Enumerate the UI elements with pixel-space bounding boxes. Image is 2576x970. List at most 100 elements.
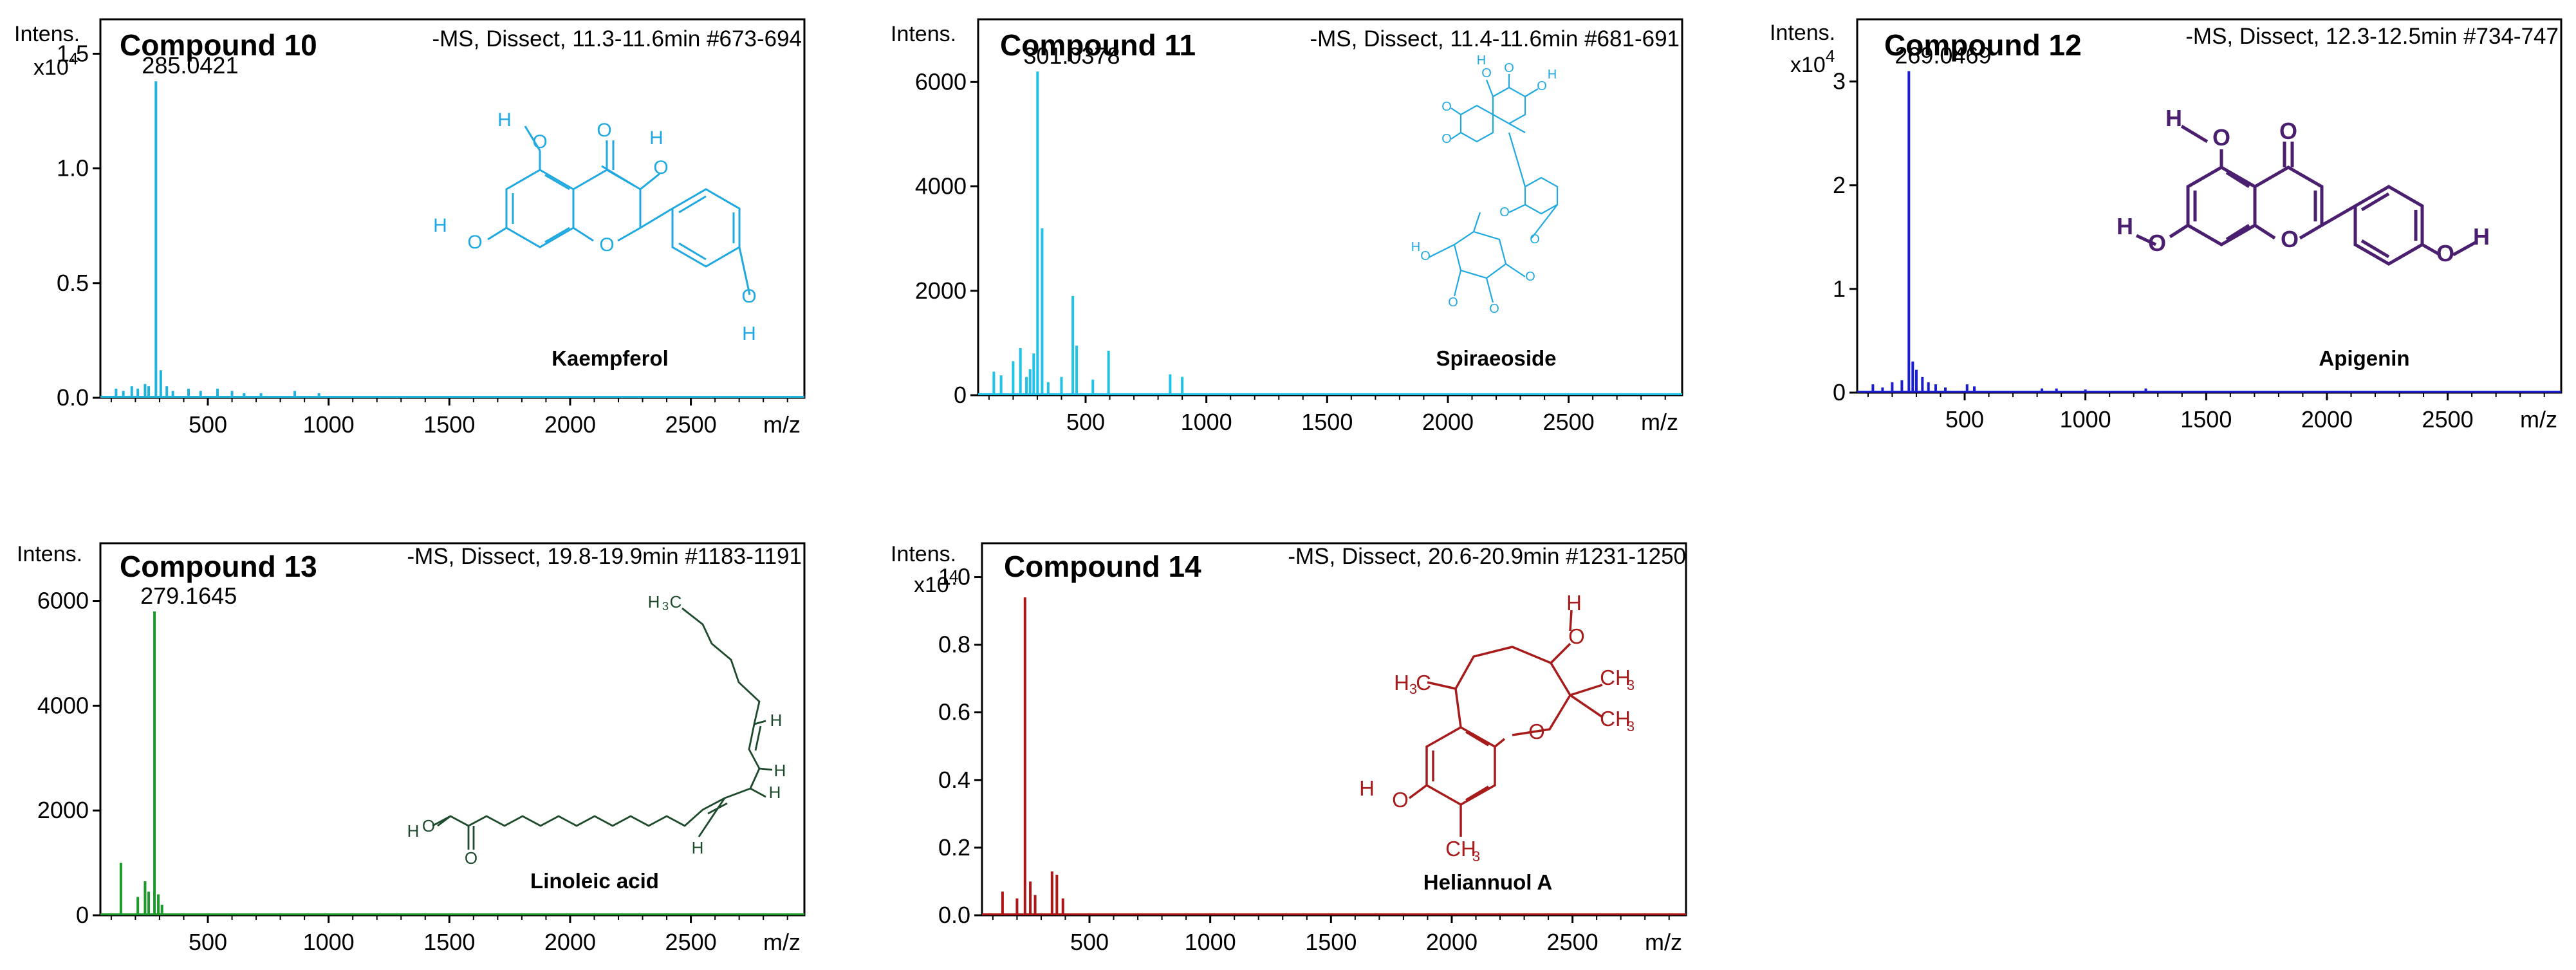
svg-text:O: O	[741, 286, 756, 307]
y-multiplier: x104	[914, 566, 958, 597]
y-tick-label: 2000	[915, 277, 967, 304]
svg-text:O: O	[653, 157, 668, 178]
panel-compound-14: Intens. x104 Compound 14 -MS, Dissect, 2…	[891, 542, 1687, 955]
linoleic-acid-structure	[432, 607, 773, 850]
compound-name: Linoleic acid	[530, 869, 659, 893]
svg-text:O: O	[1420, 249, 1431, 263]
panel-title: Compound 13	[120, 550, 317, 583]
base-peak-label: 269.0469	[1895, 42, 1991, 69]
svg-text:O: O	[1392, 788, 1409, 812]
y-multiplier: x104	[1790, 46, 1835, 77]
axis-ticks: 500 1000 1500 2000 2500 0 2000 4000 6000	[915, 68, 1666, 435]
x-tick-label: 2500	[2422, 406, 2474, 433]
plot-frame	[977, 18, 1683, 396]
y-tick-label: 4000	[915, 173, 967, 200]
x-tick-label: 500	[189, 411, 227, 438]
x-tick-label: 2500	[665, 929, 717, 955]
svg-text:H: H	[648, 592, 660, 611]
svg-text:C: C	[1416, 671, 1431, 695]
x-axis-label: m/z	[2520, 406, 2557, 433]
y-tick-label: 2	[1833, 172, 1846, 198]
svg-text:H: H	[1359, 776, 1375, 800]
y-tick-label: 6000	[37, 588, 89, 614]
svg-text:H: H	[649, 127, 663, 149]
axis-ticks: 500 1000 1500 2000 2500 0.0 0.5 1.0 1.5	[57, 40, 788, 438]
x-axis-label: m/z	[763, 411, 801, 438]
panel-title: Compound 12	[1884, 28, 2082, 62]
apigenin-structure	[2135, 124, 2478, 266]
ms-header: -MS, Dissect, 11.3-11.6min #673-694	[432, 26, 802, 51]
y-tick-label: 6000	[915, 68, 967, 95]
y-tick-label: 0	[1833, 379, 1846, 406]
y-tick-label: 0.4	[938, 767, 970, 793]
x-axis-label: m/z	[1645, 929, 1682, 955]
y-tick-label: 3	[1833, 68, 1846, 95]
svg-text:H: H	[2473, 223, 2490, 250]
y-axis-label: Intens.	[1770, 21, 1835, 45]
svg-text:O: O	[532, 131, 547, 153]
x-tick-label: 1500	[423, 929, 475, 955]
y-tick-label: 1.5	[57, 40, 89, 66]
svg-text:O: O	[465, 848, 477, 868]
svg-text:O: O	[2436, 240, 2454, 266]
x-tick-label: 500	[1945, 406, 1984, 433]
svg-text:CH: CH	[1600, 666, 1631, 689]
svg-text:CH: CH	[1600, 707, 1631, 731]
svg-text:H: H	[2165, 105, 2182, 131]
svg-text:3: 3	[1627, 718, 1635, 734]
svg-text:O: O	[467, 232, 482, 253]
svg-text:O: O	[1528, 720, 1545, 743]
panel-compound-12: Intens. x104 Compound 12 -MS, Dissect, 1…	[1770, 18, 2562, 433]
plot-frame	[1856, 18, 2562, 394]
compound-name: Apigenin	[2319, 346, 2409, 370]
x-tick-label: 1000	[1181, 409, 1232, 435]
axis-ticks: 500 1000 1500 2000 2500 0 1 2 3	[1833, 68, 2545, 433]
svg-text:O: O	[1537, 79, 1547, 93]
y-tick-label: 0	[954, 382, 967, 408]
svg-text:O: O	[1525, 270, 1535, 284]
ms-header: -MS, Dissect, 11.4-11.6min #681-691	[1310, 26, 1680, 51]
panel-compound-11: Intens. Compound 11 -MS, Dissect, 11.4-1…	[891, 18, 1683, 435]
svg-text:O: O	[599, 234, 614, 256]
panel-title: Compound 11	[1000, 28, 1196, 62]
svg-text:O: O	[1504, 61, 1514, 75]
svg-text:3: 3	[1409, 681, 1417, 697]
svg-text:3: 3	[1472, 848, 1480, 864]
x-tick-label: 2500	[665, 411, 717, 438]
svg-text:H: H	[770, 711, 783, 730]
y-axis-label: Intens.	[14, 22, 80, 46]
y-tick-label: 1	[1833, 275, 1846, 302]
svg-text:H: H	[407, 821, 420, 841]
x-tick-label: 2000	[544, 929, 596, 955]
compound-name: Heliannuol A	[1423, 870, 1552, 894]
y-tick-label: 0.8	[938, 631, 970, 658]
svg-text:H: H	[2117, 213, 2133, 239]
svg-text:O: O	[1448, 295, 1458, 310]
x-tick-label: 2000	[2301, 406, 2353, 433]
base-peak-label: 279.1645	[140, 583, 237, 609]
svg-text:O: O	[597, 120, 611, 141]
svg-text:O: O	[2279, 118, 2297, 144]
svg-text:O: O	[1441, 132, 1452, 146]
x-tick-label: 2500	[1543, 409, 1595, 435]
base-peak-label: 285.0421	[142, 52, 238, 79]
svg-text:H: H	[769, 783, 781, 802]
svg-text:O: O	[1481, 66, 1492, 80]
ms-header: -MS, Dissect, 19.8-19.9min #1183-1191	[407, 544, 802, 569]
x-tick-label: 1000	[1185, 929, 1236, 955]
ms-header: -MS, Dissect, 12.3-12.5min #734-747	[2185, 24, 2559, 49]
svg-text:CH: CH	[1445, 837, 1476, 861]
y-tick-label: 0.2	[938, 834, 970, 861]
svg-text:O: O	[2212, 124, 2230, 151]
x-axis-label: m/z	[763, 929, 801, 955]
y-tick-label: 0.6	[938, 699, 970, 725]
y-tick-label: 1.0	[57, 155, 89, 182]
spectrum-peaks	[978, 71, 1682, 395]
y-tick-label: 0.0	[57, 384, 89, 411]
svg-text:3: 3	[662, 600, 669, 613]
x-tick-label: 2000	[544, 411, 596, 438]
svg-text:H: H	[1411, 240, 1420, 254]
compound-name: Spiraeoside	[1436, 346, 1556, 370]
